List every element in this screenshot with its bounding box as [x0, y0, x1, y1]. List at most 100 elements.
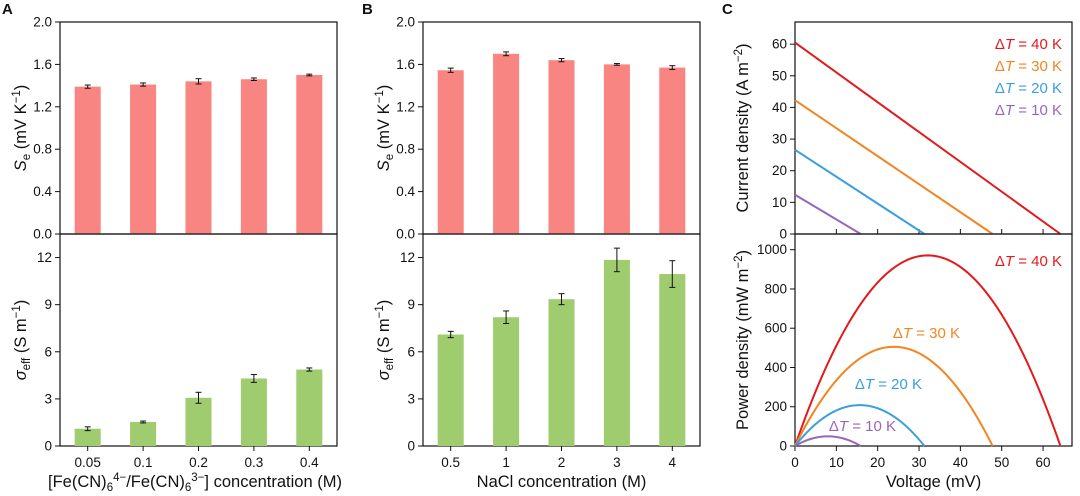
panel-c-top-legend-dT30: ΔT = 30 K [995, 58, 1062, 75]
panel-b-bottom-xtick-label: 1 [502, 455, 510, 470]
panel-c-top-legend-dT20: ΔT = 20 K [995, 80, 1062, 97]
panel-c-top-legend-dT40: ΔT = 40 K [995, 36, 1062, 53]
panel-a-top-ytick-label: 0.8 [33, 142, 52, 157]
panel-a-bottom-bar [74, 428, 101, 446]
panel-b-top-ytick-label: 0.4 [396, 184, 415, 199]
panel-label-b: B [362, 1, 373, 18]
panel-b-top-ytick-label: 0.0 [396, 227, 415, 242]
panel-c-bottom-ytick-label: 200 [764, 399, 787, 414]
panel-c-bottom-xtick-label: 50 [994, 455, 1009, 470]
panel-a-top-bar [296, 75, 323, 234]
panel-c-bottom-label-dT30: ΔT = 30 K [893, 325, 960, 342]
panel-c-top-ytick-label: 30 [772, 132, 787, 147]
panel-c-bottom-curve-dT10 [794, 435, 862, 447]
panel-c-top-ytick-label: 10 [772, 195, 787, 210]
panel-a-bottom-bar [296, 369, 323, 446]
panel-c-bottom-xtick-label: 40 [953, 455, 968, 470]
panel-b-top-ytick-label: 2.0 [396, 15, 415, 30]
panel-b-top-ytick-label: 1.2 [396, 99, 415, 114]
panel-a-bottom-ylabel: σeff (S m−1) [11, 300, 33, 381]
panel-a-bottom-xtick-label: 0.1 [134, 455, 153, 470]
panel-c-top-ytick-label: 20 [772, 163, 787, 178]
panel-c-top-ytick-label: 60 [772, 37, 787, 52]
panel-c-bottom-curve-dT40 [794, 254, 1062, 447]
panel-label-a: A [2, 1, 13, 18]
panel-b-bottom-ytick-label: 6 [407, 344, 415, 359]
panel-a-top-bar [185, 81, 212, 234]
panel-b-xlabel: NaCl concentration (M) [477, 473, 647, 491]
panel-b-top-ylabel: Se (mV K−1) [374, 85, 396, 171]
panel-b-bottom-bar [493, 317, 520, 446]
panel-b-top-bar [437, 70, 464, 234]
panel-b-bottom-ytick-label: 12 [400, 250, 415, 265]
panel-b-top-bar [548, 60, 575, 234]
panel-c-bottom-label-dT10: ΔT = 10 K [829, 418, 896, 435]
panel-c-top-line-dT40 [794, 41, 1062, 235]
panel-c-bottom-ytick-label: 800 [764, 281, 787, 296]
panel-c-bottom-curve-dT20 [794, 404, 926, 447]
panel-c-bottom-xlabel: Voltage (mV) [886, 473, 981, 491]
panel-b-bottom-bar [437, 334, 464, 446]
panel-b-top-bar [603, 64, 630, 235]
panel-b-top-bar [659, 67, 686, 234]
panel-c-top-ytick-label: 50 [772, 68, 787, 83]
panel-a-bottom-ytick-label: 0 [44, 439, 52, 454]
panel-c-bottom-ytick-label: 600 [764, 321, 787, 336]
panel-a-top-ylabel: Se (mV K−1) [11, 85, 33, 171]
panel-c-top-ytick-label: 40 [772, 100, 787, 115]
panel-c-bottom-label-dT40: ΔT = 40 K [995, 253, 1062, 270]
panel-c-bottom-ytick-label: 0 [779, 439, 787, 454]
panel-a-top-bar [74, 86, 101, 234]
panel-a-bottom-xtick-label: 0.3 [245, 455, 264, 470]
panel-a-bottom-bar [240, 378, 267, 446]
panel-label-c: C [722, 1, 733, 18]
panel-b-bottom-ytick-label: 9 [407, 297, 415, 312]
panel-b-top-ytick-label: 0.8 [396, 142, 415, 157]
panel-a-top-bar [240, 79, 267, 235]
panel-c-top-line-dT10 [794, 193, 862, 235]
panel-a-top-bar [130, 84, 157, 234]
panel-c-bottom-ytick-label: 400 [764, 360, 787, 375]
panel-a-top-ytick-label: 0.0 [33, 227, 52, 242]
panel-c-bottom-curve-dT30 [794, 345, 994, 447]
panel-c-top-line-dT30 [794, 99, 994, 235]
panel-a-top-ytick-label: 2.0 [33, 15, 52, 30]
panel-b-bottom-ytick-label: 3 [407, 391, 415, 406]
panel-c-top-legend-dT10: ΔT = 10 K [995, 102, 1062, 119]
panel-c-top-line-dT20 [794, 148, 925, 235]
panel-a-bottom-ytick-label: 9 [44, 297, 52, 312]
panel-c-top-ytick-label: 0 [779, 227, 787, 242]
panel-a-bottom-xtick-label: 0.05 [75, 455, 101, 470]
panel-c-bottom-xtick-label: 60 [1036, 455, 1051, 470]
panel-c-bottom-frame [794, 233, 1073, 447]
panel-b-bottom-ylabel: σeff (S m−1) [374, 300, 396, 381]
panel-b-bottom-xtick-label: 2 [558, 455, 566, 470]
panel-a-bottom-xtick-label: 0.4 [300, 455, 319, 470]
panel-a-top-ytick-label: 1.2 [33, 99, 52, 114]
panel-c-bottom-label-dT20: ΔT = 20 K [855, 376, 922, 393]
panel-b-top-bar [493, 53, 520, 234]
panel-c-bottom-xtick-label: 20 [870, 455, 885, 470]
panel-a-bottom-bar [185, 397, 212, 446]
panel-c-bottom-xtick-label: 0 [791, 455, 799, 470]
panel-a-xlabel: [Fe(CN)64−/Fe(CN)63−] concentration (M) [48, 472, 342, 494]
panel-a-bottom-ytick-label: 12 [37, 250, 52, 265]
panel-c-bottom-xtick-label: 10 [829, 455, 844, 470]
panel-b-bottom-xtick-label: 4 [669, 455, 677, 470]
panel-b-bottom-xtick-label: 0.5 [441, 455, 460, 470]
panel-a-bottom-xtick-label: 0.2 [189, 455, 208, 470]
panel-a-bottom-ytick-label: 3 [44, 391, 52, 406]
panel-b-top-ytick-label: 1.6 [396, 57, 415, 72]
panel-a-bottom-bar [130, 421, 157, 446]
panel-b-bottom-bar [548, 299, 575, 446]
panel-a-top-ytick-label: 0.4 [33, 184, 52, 199]
panel-c-top-ylabel: Current density (A m−2) [733, 43, 752, 212]
panel-c-bottom-xtick-label: 30 [912, 455, 927, 470]
panel-b-bottom-bar [603, 259, 630, 446]
panel-a-top-ytick-label: 1.6 [33, 57, 52, 72]
panel-c-bottom-ylabel: Power density (mW m−2) [733, 250, 752, 430]
panel-a-bottom-ytick-label: 6 [44, 344, 52, 359]
panel-c-bottom-ytick-label: 1000 [757, 242, 787, 257]
panel-b-bottom-bar [659, 274, 686, 446]
